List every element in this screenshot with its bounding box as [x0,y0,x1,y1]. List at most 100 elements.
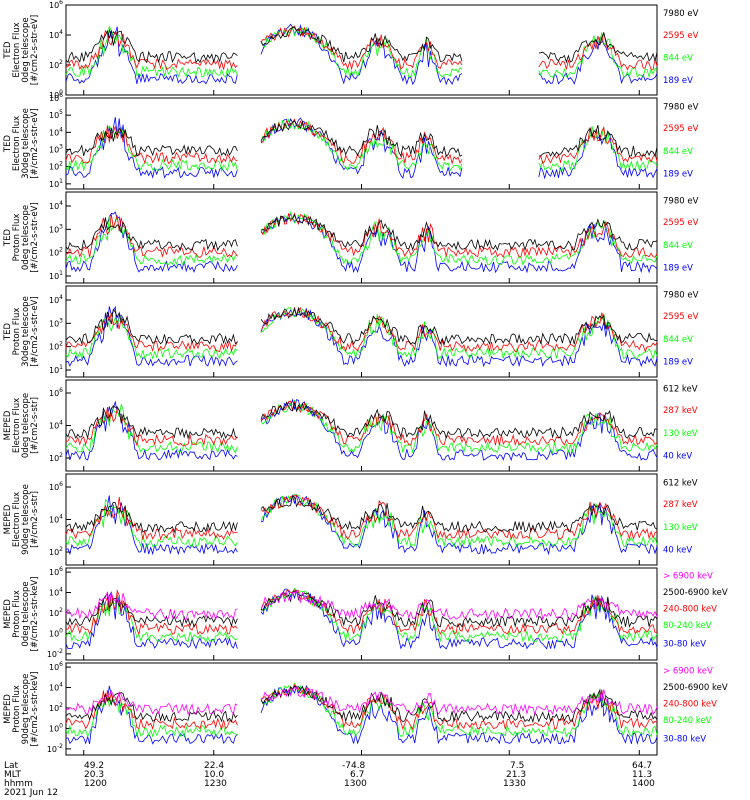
legend-label: 2500-6900 keV [663,683,728,693]
series-line [65,305,658,368]
ytick-label: 102 [49,341,63,352]
legend-label: 612 keV [663,384,698,394]
ytick-label: 106 [49,661,63,672]
series-line [65,399,658,454]
ytick-label: 102 [49,161,63,172]
series-line [65,26,658,64]
ytick-label: 102 [49,59,63,70]
ytick-label: 102 [49,452,63,463]
series-line [65,684,658,731]
legend-label: 2595 eV [663,31,699,41]
panel-1: 100 102 104 106 TED Electron Flux 0deg telesco… [3,0,699,100]
series-line [65,25,658,79]
legend-label: 80-240 keV [663,716,712,726]
legend-label: 30-80 keV [663,735,706,745]
ylabel-line: MEPED [3,694,13,724]
series-line [65,590,658,628]
tick-mlt-2: 6.7 [350,770,364,780]
ylabel-line: Electron Flux [12,116,22,171]
ylabel-line: [#/cm2-s-str-eV] [30,202,40,272]
ytick-label: 104 [49,126,63,137]
ytick-label: 101 [49,178,63,189]
legend-label: 287 keV [663,500,698,510]
ytick-label: 104 [49,29,63,40]
ylabel-line: [#/cm2-s-str] [30,491,40,548]
series-line [65,401,658,440]
series-line [65,495,658,534]
ytick-label: 104 [49,294,63,305]
ytick-label: 106 [49,566,63,577]
ytick-label: 10-2 [47,648,63,659]
ylabel-line: 0deg telescope [21,581,31,646]
ylabel-line: [#/cm2-s-str-keV] [30,672,40,747]
series-line [65,494,658,541]
ytick-label: 100 [49,627,63,638]
ylabel-line: 30deg telescope [21,296,31,367]
series-line [65,685,658,724]
panel-2: 101 102 103 104 105 106 TED Electron Flux 30deg … [3,92,699,190]
ylabel-line: Proton Flux [12,590,22,638]
series-line [65,686,658,716]
legend-label: 2595 eV [663,218,699,228]
series-line [65,212,658,259]
ylabel-line: 0deg telescope [21,393,31,458]
ytick-label: 106 [49,0,63,10]
ytick-label: 103 [49,144,63,155]
ylabel-line: Proton Flux [12,308,22,356]
ylabel-line: Electron Flux [12,492,22,547]
ylabel-line: TED [3,41,13,60]
tick-lat-1: 22.4 [204,761,224,771]
ytick-label: 102 [49,607,63,618]
legend-label: > 6900 keV [663,666,713,676]
ylabel-line: [#/cm2-s-str-eV] [30,296,40,366]
legend-label: 2595 eV [663,124,699,134]
legend-label: 844 eV [663,53,693,63]
ylabel-line: Electron Flux [12,22,22,77]
legend-label: 844 eV [663,335,693,345]
series-line [65,117,658,180]
ylabel-line: [#/cm2-s-str-eV] [30,15,40,85]
legend-label: 7980 eV [663,9,699,19]
tick-hhmm-4: 1400 [632,779,655,789]
legend-label: 2595 eV [663,312,699,322]
tick-mlt-1: 10.0 [204,770,224,780]
legend-label: 189 eV [663,264,693,274]
ytick-label: 10-2 [47,743,63,754]
legend-label: 240-800 keV [663,700,717,710]
panel-6: 102 104 106 MEPED Electron Flux 90deg telesco… [3,473,698,566]
legend-label: 80-240 keV [663,621,712,631]
plot-frame [65,379,658,472]
ytick-label: 104 [49,200,63,211]
tick-mlt-4: 11.3 [632,770,652,780]
ylabel-line: [#/cm2-s-str-eV] [30,108,40,178]
ytick-label: 103 [49,223,63,234]
row-label-hhmm: hhmm [4,779,33,789]
tick-mlt-0: 20.3 [84,770,104,780]
tick-lat-4: 64.7 [632,761,652,771]
ytick-label: 104 [49,420,63,431]
panel-4: 101 102 103 104 TED Proton Flux 30deg telescop… [3,285,699,378]
ylabel-line: TED [3,134,13,153]
tick-lat-3: 7.5 [510,761,524,771]
series-line [65,120,658,158]
ytick-label: 102 [49,247,63,258]
legend-label: 7980 eV [663,102,699,112]
ylabel-line: 0deg telescope [21,205,31,270]
ytick-label: 104 [49,682,63,693]
panel-7: 10-2 100 102 104 106 MEPED Proton Flux 0deg tel… [3,566,728,661]
series-line [65,589,658,636]
ylabel-line: [#/cm2-s-str-keV] [30,577,40,652]
date-label: 2021 Jun 12 [4,788,58,798]
legend-label: 130 keV [663,429,698,439]
panel-5: 102 104 106 MEPED Electron Flux 0deg telescop… [3,379,698,472]
ylabel-line: [#/cm2-s-str] [30,397,40,454]
ytick-label: 104 [49,514,63,525]
series-line [65,25,658,71]
plot-frame [65,191,658,284]
ylabel-line: TED [3,228,13,247]
ytick-label: 103 [49,317,63,328]
ylabel-line: TED [3,322,13,341]
ytick-label: 101 [49,270,63,281]
ylabel-line: 90deg telescope [21,484,31,555]
